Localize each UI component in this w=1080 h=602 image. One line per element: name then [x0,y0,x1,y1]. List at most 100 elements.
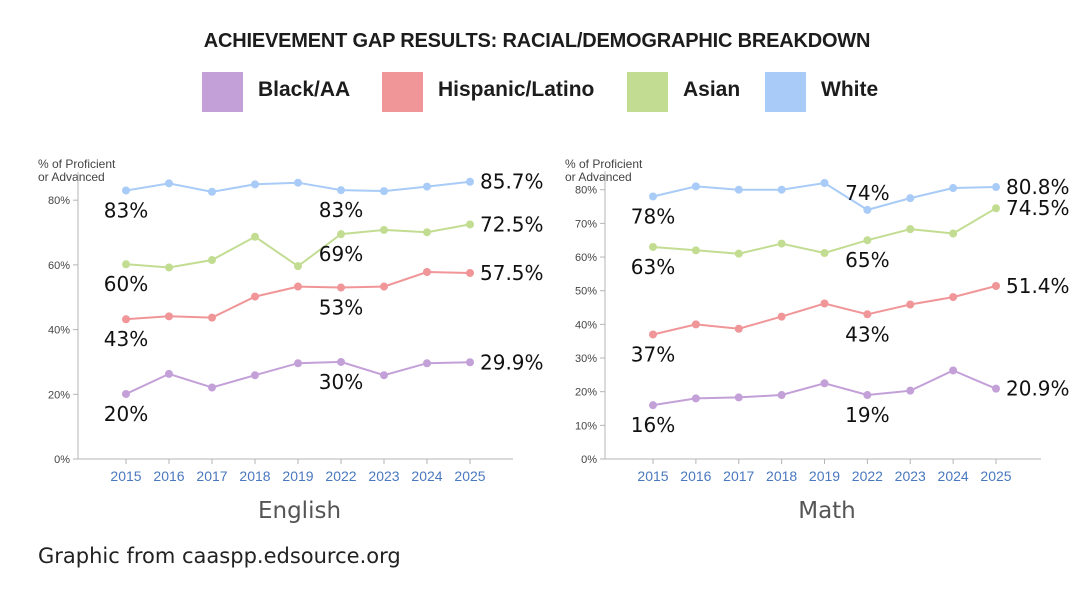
math-white-point [691,182,700,191]
english-black-aa-point [251,371,259,380]
math-black-aa-point [906,386,915,395]
math-white-point [949,184,958,193]
math-xtick-label: 2024 [938,468,969,484]
english-asian-point [466,220,474,229]
english-asian-line [125,223,471,269]
math-chart-title: Math [798,498,856,524]
english-black-aa-point [165,369,173,378]
english-xtick-label: 2018 [239,468,270,484]
english-asian-point [208,256,216,265]
math-xtick-label: 2023 [895,468,926,484]
math-asian-point [691,246,700,255]
english-black-aa-point [337,357,345,366]
math-black-aa-point [949,366,958,375]
math-hispanic-latino-data-label: 43% [845,322,889,346]
english-white-point [251,180,259,189]
legend-swatch-black-aa [202,72,243,112]
english-asian-point [122,260,130,269]
english-white-point [380,187,388,196]
math-ytick-label: 60% [575,252,597,264]
english-white-point [337,186,345,195]
math-hispanic-latino-data-label: 51.4% [1006,274,1070,298]
english-black-aa-data-label: 20% [104,402,148,426]
math-black-aa-point [691,394,700,403]
english-white-point [423,182,431,191]
english-asian-data-label: 69% [319,242,363,266]
math-asian-data-label: 74.5% [1006,196,1070,220]
math-white-data-label: 80.8% [1006,175,1070,199]
math-ylabel-line-1: or Advanced [565,170,632,184]
english-asian-point [423,228,431,237]
chart-title: ACHIEVEMENT GAP RESULTS: RACIAL/DEMOGRAP… [203,30,871,52]
legend-swatch-asian [627,72,668,112]
math-black-aa-point [820,379,829,388]
english-hispanic-latino-point [294,282,302,291]
math-ytick-label: 20% [575,387,597,399]
math-xtick-label: 2017 [723,468,754,484]
english-xtick-label: 2019 [282,468,313,484]
english-xtick-label: 2022 [325,468,356,484]
english-hispanic-latino-point [208,313,216,322]
english-asian-point [251,232,259,241]
english-hispanic-latino-data-label: 57.5% [480,261,544,285]
english-white-data-label: 83% [319,198,363,222]
math-asian-data-label: 65% [845,248,889,272]
english-white-data-label: 85.7% [480,170,544,194]
math-black-aa-point [649,401,657,410]
legend-label-white: White [821,78,879,101]
math-xtick-label: 2015 [637,468,668,484]
english-ytick-label: 40% [48,325,70,337]
english-black-aa-point [380,371,388,380]
math-ylabel-line-0: % of Proficient [565,157,643,171]
math-black-aa-data-label: 16% [631,413,675,437]
english-hispanic-latino-point [423,268,431,276]
english-white-point [165,179,173,188]
math-hispanic-latino-data-label: 37% [631,342,675,366]
english-white-point [208,187,216,196]
math-asian-point [820,249,829,258]
english-ytick-label: 60% [48,260,70,272]
math-asian-point [949,229,958,238]
math-black-aa-point [734,393,743,402]
math-white-point [820,179,829,187]
english-xtick-label: 2016 [153,468,184,484]
math-hispanic-latino-point [820,299,829,308]
source-credit: Graphic from caaspp.edsource.org [38,544,401,568]
english-ylabel-line-1: or Advanced [38,170,105,184]
english-ytick-label: 80% [48,195,70,207]
math-white-data-label: 74% [845,181,889,205]
math-asian-data-label: 63% [631,255,675,279]
legend-label-hispanic-latino: Hispanic/Latino [438,78,595,101]
english-hispanic-latino-data-label: 43% [104,327,148,351]
math-ytick-label: 0% [581,454,597,466]
english-black-aa-data-label: 30% [319,370,363,394]
math-black-aa-data-label: 19% [845,403,889,427]
english-white-point [294,178,302,187]
math-white-point [649,192,657,201]
english-hispanic-latino-point [380,282,388,291]
math-asian-point [992,204,1000,213]
math-hispanic-latino-point [863,310,872,319]
english-black-aa-point [466,358,474,367]
english-black-aa-point [208,383,216,392]
math-white-data-label: 78% [631,204,675,228]
english-black-aa-point [423,359,431,368]
math-asian-point [777,239,786,248]
legend-swatch-hispanic-latino [382,72,423,112]
legend-label-black-aa: Black/AA [258,78,351,101]
english-asian-point [380,225,388,234]
math-black-aa-point [777,391,786,400]
math-hispanic-latino-point [734,324,743,333]
math-white-point [734,185,743,194]
english-hispanic-latino-data-label: 53% [319,296,363,320]
math-white-point [863,205,872,214]
english-black-aa-data-label: 29.9% [480,350,544,374]
english-hispanic-latino-point [122,315,130,324]
math-white-point [777,185,786,194]
math-asian-point [649,242,657,251]
math-hispanic-latino-point [992,281,1000,290]
math-black-aa-point [863,391,872,400]
math-ytick-label: 70% [575,218,597,230]
math-xtick-label: 2019 [809,468,840,484]
